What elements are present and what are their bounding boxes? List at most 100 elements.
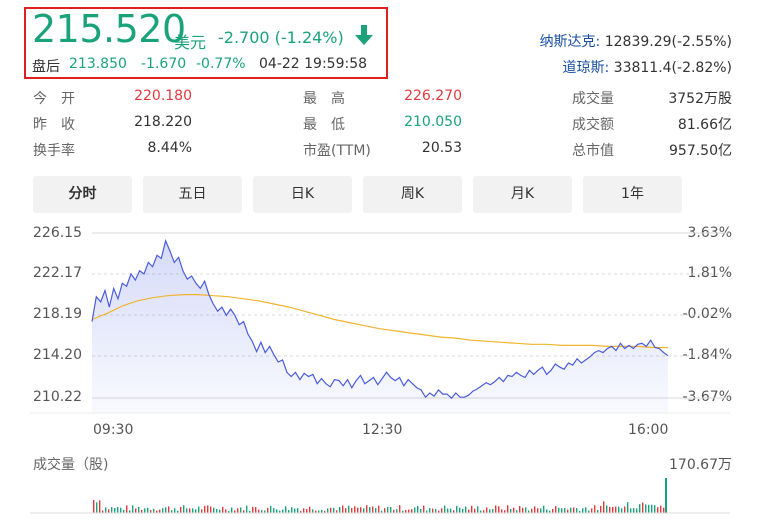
index-nasdaq-value: 12839.29(-2.55%) bbox=[604, 34, 732, 50]
volume-bar bbox=[291, 507, 293, 513]
volume-bar bbox=[432, 508, 434, 513]
volume-bar bbox=[600, 505, 602, 513]
volume-bar bbox=[390, 506, 392, 513]
volume-bar bbox=[657, 507, 659, 513]
volume-bar bbox=[510, 508, 512, 513]
tab-weekly-k[interactable]: 周K bbox=[363, 176, 462, 213]
stat-open-label: 今 开 bbox=[33, 91, 75, 107]
volume-bar bbox=[165, 507, 167, 513]
volume-bar bbox=[663, 507, 665, 513]
volume-bar bbox=[357, 507, 359, 513]
stat-amount-value: 81.66亿 bbox=[677, 117, 732, 133]
volume-bar bbox=[153, 508, 155, 513]
tab-daily-k[interactable]: 日K bbox=[253, 176, 352, 213]
volume-bar bbox=[504, 510, 506, 513]
volume-bar bbox=[645, 504, 647, 513]
volume-bar bbox=[171, 510, 173, 513]
volume-bar bbox=[330, 507, 332, 513]
stat-volume-value: 3752万股 bbox=[668, 91, 732, 107]
volume-bar bbox=[507, 505, 509, 513]
volume-bar bbox=[105, 507, 107, 513]
volume-bar bbox=[633, 508, 635, 513]
volume-bar bbox=[93, 500, 95, 513]
volume-bar bbox=[495, 505, 497, 513]
volume-bar bbox=[174, 508, 176, 513]
volume-bar bbox=[501, 509, 503, 513]
volume-bar bbox=[336, 510, 338, 513]
volume-bar bbox=[126, 505, 128, 513]
volume-bar bbox=[450, 508, 452, 513]
volume-bar bbox=[435, 509, 437, 513]
volume-bar bbox=[234, 510, 236, 513]
tab-intraday[interactable]: 分时 bbox=[33, 176, 132, 213]
volume-bar bbox=[558, 507, 560, 513]
volume-bar bbox=[318, 510, 320, 513]
volume-bar bbox=[207, 505, 209, 513]
volume-bar bbox=[159, 509, 161, 513]
volume-bar bbox=[141, 509, 143, 513]
volume-bar bbox=[123, 509, 125, 513]
volume-bar bbox=[186, 508, 188, 513]
volume-bar bbox=[222, 506, 224, 513]
volume-bar bbox=[639, 504, 641, 513]
volume-bar bbox=[513, 507, 515, 513]
volume-bar bbox=[249, 510, 251, 513]
volume-bar bbox=[564, 508, 566, 513]
volume-bar bbox=[345, 508, 347, 513]
volume-bar bbox=[375, 507, 377, 513]
volume-bar bbox=[297, 508, 299, 513]
volume-bar bbox=[423, 505, 425, 513]
stat-high-value: 226.270 bbox=[404, 88, 462, 104]
tab-one-year[interactable]: 1年 bbox=[583, 176, 682, 213]
volume-bar bbox=[168, 506, 170, 513]
volume-bar bbox=[321, 509, 323, 513]
index-nasdaq-name[interactable]: 纳斯达克: bbox=[539, 34, 601, 50]
volume-bar bbox=[309, 506, 311, 513]
volume-bar bbox=[273, 508, 275, 513]
volume-bar bbox=[549, 510, 551, 513]
volume-bar bbox=[555, 506, 557, 513]
volume-bar bbox=[618, 506, 620, 513]
volume-bar bbox=[417, 506, 419, 513]
x-tick-label: 16:00 bbox=[628, 422, 669, 438]
volume-bar bbox=[459, 507, 461, 513]
stat-prev-close-value: 218.220 bbox=[134, 114, 192, 130]
volume-bar bbox=[267, 507, 269, 513]
volume-bar bbox=[651, 504, 653, 513]
volume-bar bbox=[654, 505, 656, 513]
index-dow-name[interactable]: 道琼斯: bbox=[562, 60, 610, 76]
currency-label: 美元 bbox=[174, 33, 207, 52]
stat-pe-label: 市盈(TTM) bbox=[303, 143, 371, 159]
volume-bar bbox=[585, 507, 587, 513]
volume-bar bbox=[636, 508, 638, 513]
volume-bar bbox=[192, 508, 194, 513]
y-tick-label: 218.19 bbox=[33, 306, 82, 322]
volume-bar bbox=[366, 505, 368, 513]
volume-bar bbox=[333, 507, 335, 513]
volume-bar bbox=[216, 509, 218, 513]
volume-bar bbox=[609, 506, 611, 513]
volume-bar bbox=[516, 510, 518, 513]
tab-monthly-k[interactable]: 月K bbox=[473, 176, 572, 213]
volume-bar bbox=[360, 507, 362, 513]
price-summary-box: 215.520 美元 -2.700 (-1.24%) 盘后 213.850 -1… bbox=[24, 7, 388, 79]
volume-bar bbox=[477, 506, 479, 513]
volume-bar bbox=[339, 507, 341, 513]
index-dow[interactable]: 道琼斯: 33811.4(-2.82%) bbox=[562, 57, 732, 77]
volume-bar bbox=[414, 507, 416, 513]
stat-low-label: 最 低 bbox=[303, 117, 345, 133]
volume-bar bbox=[543, 505, 545, 513]
tab-five-day[interactable]: 五日 bbox=[143, 176, 242, 213]
volume-bar bbox=[456, 505, 458, 513]
volume-bar bbox=[384, 508, 386, 513]
volume-bar bbox=[612, 506, 614, 513]
stat-high-label: 最 高 bbox=[303, 91, 345, 107]
volume-bar bbox=[408, 509, 410, 513]
volume-bar bbox=[117, 506, 119, 513]
volume-bar bbox=[306, 508, 308, 513]
volume-bar bbox=[108, 509, 110, 513]
volume-bar bbox=[300, 510, 302, 513]
index-nasdaq[interactable]: 纳斯达克: 12839.29(-2.55%) bbox=[540, 31, 732, 51]
stat-market-cap-label: 总市值 bbox=[572, 143, 614, 159]
